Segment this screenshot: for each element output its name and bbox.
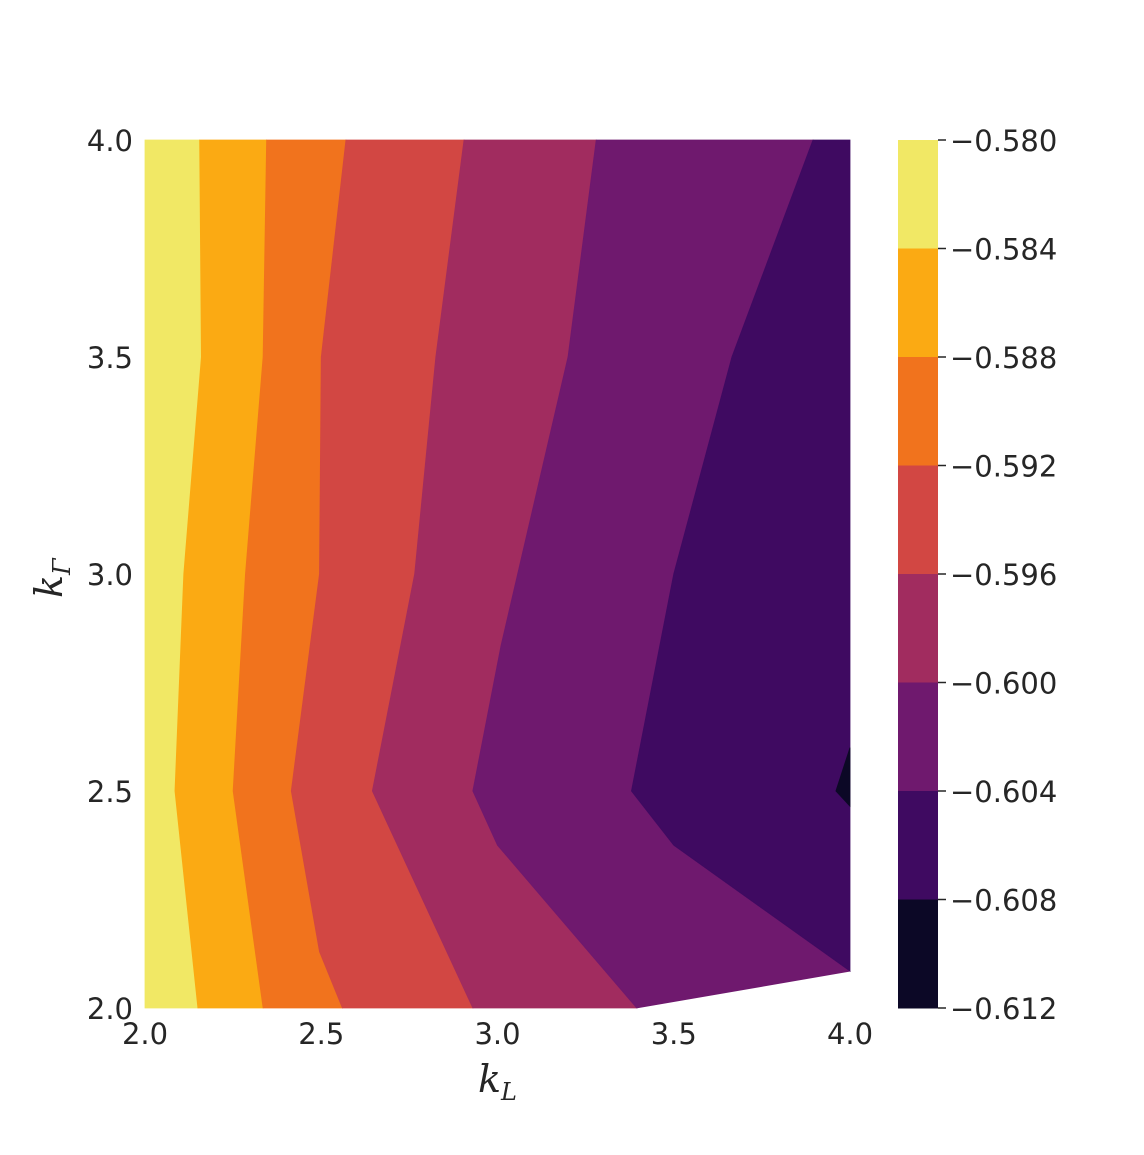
colorbar-segment	[898, 465, 938, 575]
colorbar	[898, 140, 938, 1009]
contour-band-0	[835, 747, 851, 808]
x-tick-label: 3.0	[474, 1017, 520, 1051]
x-tick-label: 4.0	[827, 1017, 873, 1051]
x-axis-label-main: k	[478, 1057, 501, 1101]
colorbar-segment	[898, 682, 938, 792]
colorbar-segment	[898, 899, 938, 1009]
y-tick-label: 3.0	[87, 558, 133, 592]
colorbar-segment	[898, 791, 938, 900]
x-axis-ticks: 2.0 2.5 3.0 3.5 4.0	[122, 1017, 873, 1051]
x-axis-label-sub: L	[500, 1078, 517, 1106]
colorbar-tick-label: −0.604	[950, 775, 1057, 809]
y-axis-label-main: k	[27, 575, 71, 598]
colorbar-tick-label: −0.596	[950, 558, 1057, 592]
colorbar-tick-label: −0.600	[950, 667, 1057, 701]
y-axis-label-sub: Γ	[48, 557, 76, 576]
colorbar-ticks: −0.580 −0.584 −0.588 −0.592 −0.596 −0.600 −0.6…	[938, 124, 1057, 1026]
x-tick-label: 2.0	[122, 1017, 168, 1051]
colorbar-tick-label: −0.592	[950, 450, 1057, 484]
colorbar-tick-label: −0.612	[950, 992, 1057, 1026]
x-tick-label: 3.5	[651, 1017, 697, 1051]
colorbar-segment	[898, 574, 938, 683]
y-tick-label: 2.0	[87, 992, 133, 1026]
y-tick-label: 3.5	[87, 341, 133, 375]
colorbar-segment	[898, 140, 938, 249]
x-tick-label: 2.5	[298, 1017, 344, 1051]
colorbar-segment	[898, 248, 938, 358]
y-axis-label: kΓ	[27, 557, 76, 598]
colorbar-tick-label: −0.584	[950, 233, 1057, 267]
y-tick-label: 2.5	[87, 775, 133, 809]
x-axis-label: kL	[478, 1057, 517, 1106]
colorbar-tick-label: −0.588	[950, 341, 1057, 375]
colorbar-segment	[898, 357, 938, 466]
y-axis-ticks: 2.0 2.5 3.0 3.5 4.0	[87, 124, 133, 1026]
y-tick-label: 4.0	[87, 124, 133, 158]
plot-area	[144, 139, 852, 1009]
colorbar-tick-label: −0.608	[950, 884, 1057, 918]
contour-band-1	[631, 139, 851, 972]
colorbar-tick-label: −0.580	[950, 124, 1057, 158]
